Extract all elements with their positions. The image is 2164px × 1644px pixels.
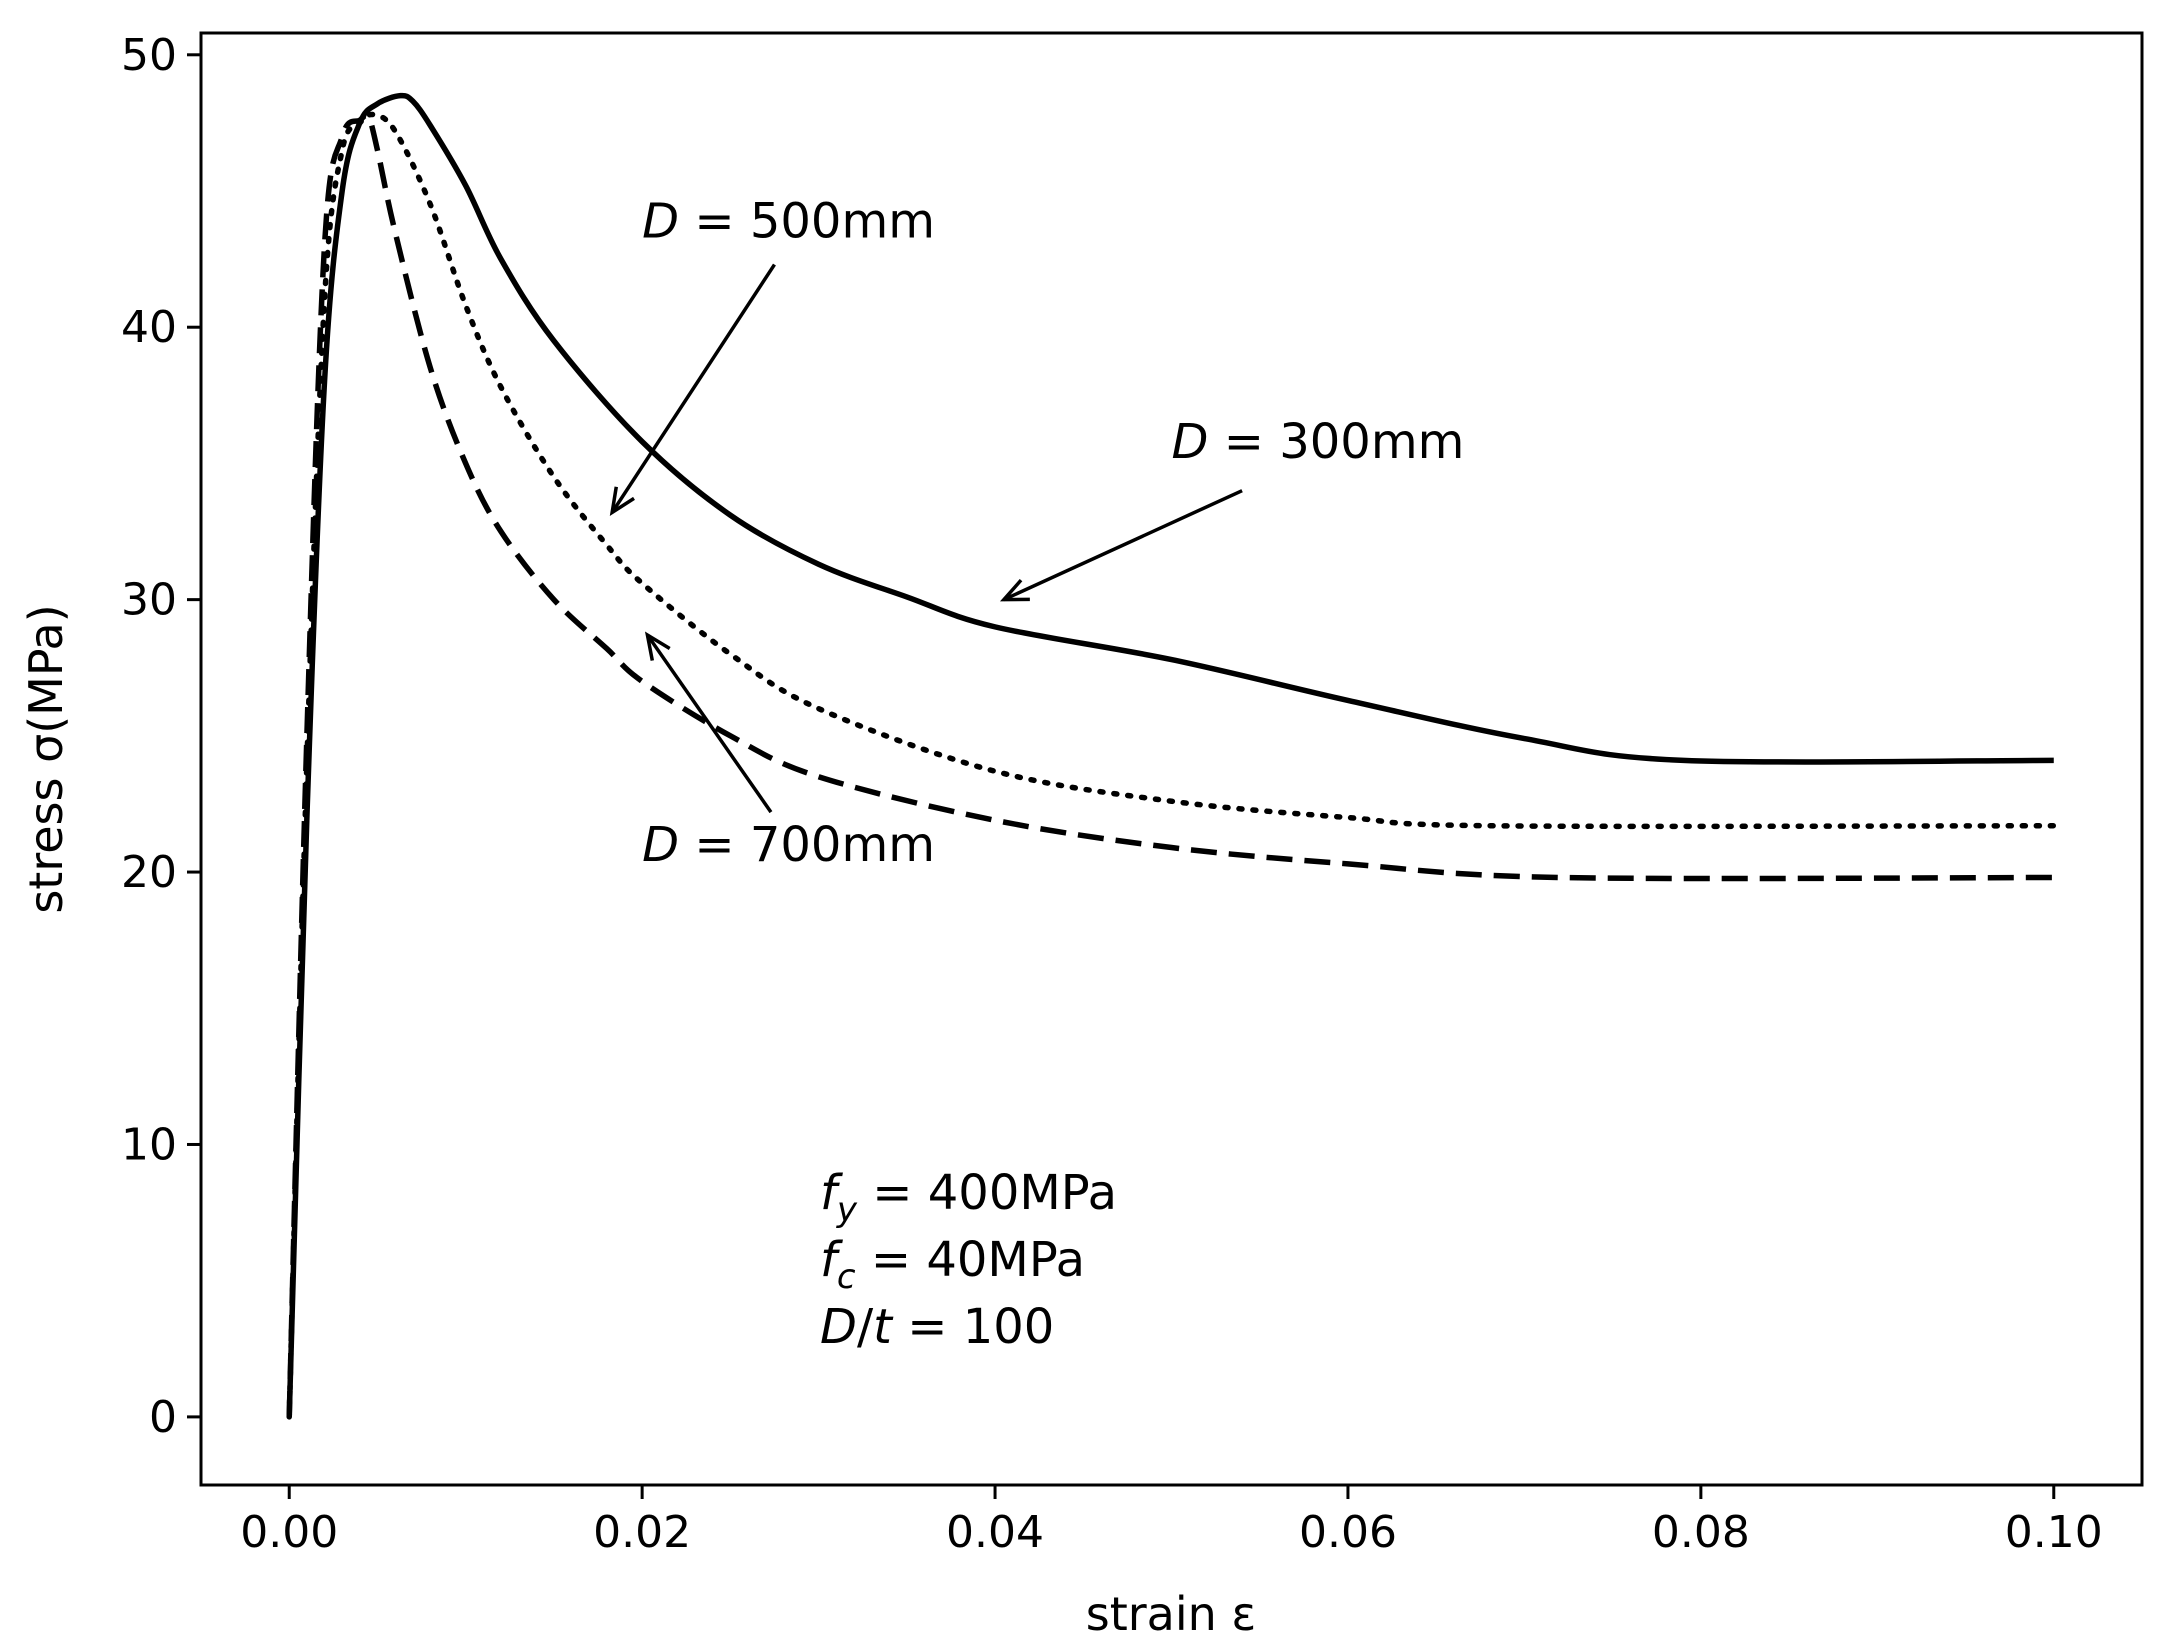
plot-frame (199, 31, 2144, 1487)
annotation-label-d700: D = 700mm (642, 817, 935, 873)
annotation-arrowhead-d300 (999, 578, 1030, 602)
annotation-arrow-d500 (610, 263, 776, 514)
annotation-symbol: D (1172, 414, 1209, 470)
y-tick-label: 10 (121, 1119, 177, 1170)
annotation-symbol: D (642, 193, 679, 249)
x-tick-label: 0.06 (1299, 1507, 1397, 1558)
annotation-arrowhead-d500 (609, 486, 635, 517)
annotation-symbol: D (642, 817, 679, 873)
y-tick-label: 20 (121, 847, 177, 898)
series-line-dashed (286, 112, 2054, 1417)
tick-layer: 0.00 0.02 0.04 0.06 0.08 0.10 0 10 20 30 40 50 (121, 30, 2103, 1558)
series-line-solid (286, 92, 2054, 1417)
x-tick-label: 0.10 (2005, 1507, 2103, 1558)
y-tick-label: 0 (149, 1392, 177, 1443)
param-dt: D/t = 100 (820, 1299, 1054, 1355)
x-tick-label: 0.00 (240, 1507, 338, 1558)
param-fc: fc = 40MPa (820, 1232, 1085, 1297)
param-fc-value: = 40MPa (856, 1232, 1085, 1288)
y-axis-label: stress σ(MPa) (19, 604, 73, 913)
y-tick-label: 50 (121, 30, 177, 81)
annotation-label-d300: D = 300mm (1172, 414, 1465, 470)
y-tick-label: 30 (121, 575, 177, 626)
param-fc-subscript: c (837, 1257, 856, 1297)
annotation-arrowhead-d700 (644, 631, 671, 661)
annotation-value: = 700mm (679, 817, 935, 873)
param-fy-value: = 400MPa (857, 1165, 1117, 1221)
param-dt-value: = 100 (892, 1299, 1054, 1355)
annotation-arrow-d300 (1003, 489, 1243, 602)
x-tick-label: 0.02 (593, 1507, 691, 1558)
annotation-label-d500: D = 500mm (642, 193, 935, 249)
param-dt-t: t (873, 1299, 894, 1355)
series-layer (286, 92, 2057, 1420)
param-dt-d: D (820, 1299, 857, 1355)
x-tick-label: 0.04 (946, 1507, 1044, 1558)
annotation-value: = 500mm (679, 193, 935, 249)
param-fy: fy = 400MPa (820, 1165, 1117, 1230)
param-fy-subscript: y (836, 1190, 858, 1230)
param-dt-slash: / (857, 1299, 874, 1355)
parameter-box: fy = 400MPa fc = 40MPa D/t = 100 (820, 1165, 1117, 1355)
annotation-arrow-d700 (645, 634, 773, 814)
annotation-value: = 300mm (1208, 414, 1464, 470)
x-tick-label: 0.08 (1652, 1507, 1750, 1558)
x-axis-label: strain ε (1086, 1587, 1257, 1641)
y-tick-label: 40 (121, 302, 177, 353)
